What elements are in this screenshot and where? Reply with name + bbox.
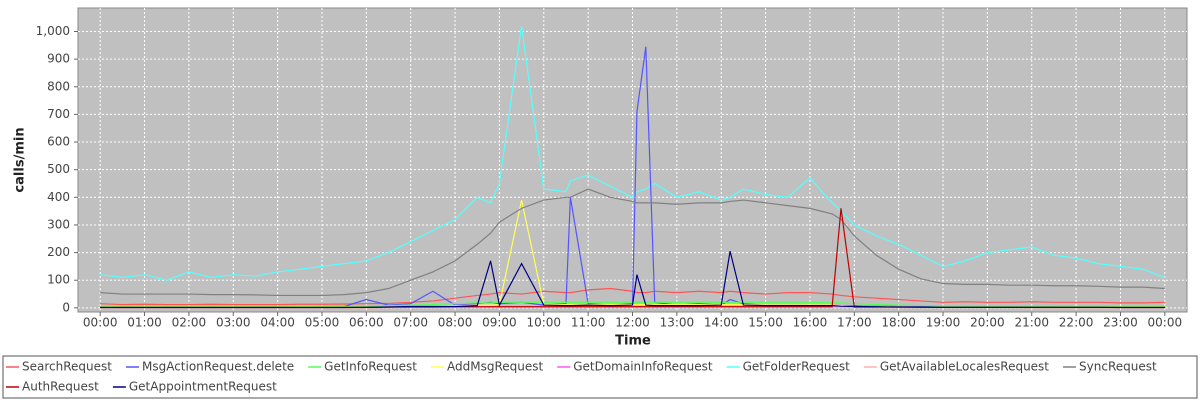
legend-label: GetAvailableLocalesRequest: [880, 360, 1049, 374]
x-tick-label: 18:00: [881, 316, 916, 330]
y-tick-label: 800: [47, 79, 70, 93]
x-tick-label: 16:00: [793, 316, 828, 330]
legend-label: AuthRequest: [22, 380, 99, 394]
y-tick-label: 600: [47, 135, 70, 149]
legend-item: GetDomainInfoRequest: [557, 360, 713, 374]
x-tick-label: 14:00: [704, 316, 739, 330]
y-tick-label: 100: [47, 273, 70, 287]
x-tick-label: 03:00: [216, 316, 251, 330]
legend-item: GetInfoRequest: [308, 360, 417, 374]
lines: [100, 25, 1166, 309]
legend-item: GetAvailableLocalesRequest: [863, 360, 1049, 374]
legend-label: AddMsgRequest: [447, 360, 543, 374]
y-tick-label: 200: [47, 245, 70, 259]
axes: 0 100 200 300 400 500 600 700 800 900 1,000 00:00 01…: [36, 24, 1182, 330]
y-tick-label: 0: [62, 300, 70, 314]
legend-item: GetAppointmentRequest: [112, 380, 277, 394]
x-tick-label: 04:00: [260, 316, 295, 330]
x-tick-label: 23:00: [1103, 316, 1138, 330]
x-tick-label: 08:00: [438, 316, 473, 330]
legend-item: SyncRequest: [1063, 360, 1157, 374]
y-tick-label: 500: [47, 162, 70, 176]
legend-label: SyncRequest: [1079, 360, 1157, 374]
legend-item: GetFolderRequest: [726, 360, 851, 374]
x-tick-label: 15:00: [748, 316, 783, 330]
grid: [78, 8, 1187, 312]
legend-box: [2, 355, 1198, 399]
x-tick-label: 21:00: [1014, 316, 1049, 330]
x-tick-label: 01:00: [127, 316, 162, 330]
x-tick-label: 11:00: [571, 316, 606, 330]
legend-item: AuthRequest: [6, 380, 99, 394]
legend-label: GetDomainInfoRequest: [573, 360, 713, 374]
legend: SearchRequest MsgActionRequest.delete GetI…: [6, 360, 1157, 394]
series-line: [100, 287, 1165, 306]
x-tick-label: 19:00: [926, 316, 961, 330]
x-tick-label: 17:00: [837, 316, 872, 330]
x-tick-label: 10:00: [526, 316, 561, 330]
legend-item: MsgActionRequest.delete: [125, 360, 294, 374]
y-tick-label: 900: [47, 52, 70, 66]
y-axis-title: calls/min: [13, 127, 28, 192]
x-tick-label: 22:00: [1059, 316, 1094, 330]
y-tick-label: 300: [47, 217, 70, 231]
series-line: [100, 25, 1166, 281]
series-line: [100, 251, 1165, 309]
legend-label: GetInfoRequest: [324, 360, 417, 374]
legend-item: AddMsgRequest: [431, 360, 543, 374]
x-tick-label: 00:00: [83, 316, 118, 330]
legend-label: MsgActionRequest.delete: [142, 360, 294, 374]
legend-label: SearchRequest: [22, 360, 112, 374]
legend-item: SearchRequest: [6, 360, 112, 374]
x-tick-label: 02:00: [172, 316, 207, 330]
series-line: [100, 188, 1165, 297]
x-tick-label: 09:00: [482, 316, 517, 330]
x-tick-label: 12:00: [615, 316, 650, 330]
x-tick-label: 00:00: [1148, 316, 1183, 330]
x-tick-label: 07:00: [393, 316, 428, 330]
y-tick-label: 700: [47, 107, 70, 121]
x-tick-label: 06:00: [349, 316, 384, 330]
legend-label: GetFolderRequest: [743, 360, 851, 374]
series-line: [100, 301, 1165, 308]
legend-label: GetAppointmentRequest: [129, 380, 277, 394]
y-tick-label: 400: [47, 190, 70, 204]
x-tick-label: 05:00: [305, 316, 340, 330]
x-tick-label: 13:00: [660, 316, 695, 330]
x-axis-title: Time: [615, 334, 651, 349]
x-tick-label: 20:00: [970, 316, 1005, 330]
y-tick-label: 1,000: [36, 24, 70, 38]
